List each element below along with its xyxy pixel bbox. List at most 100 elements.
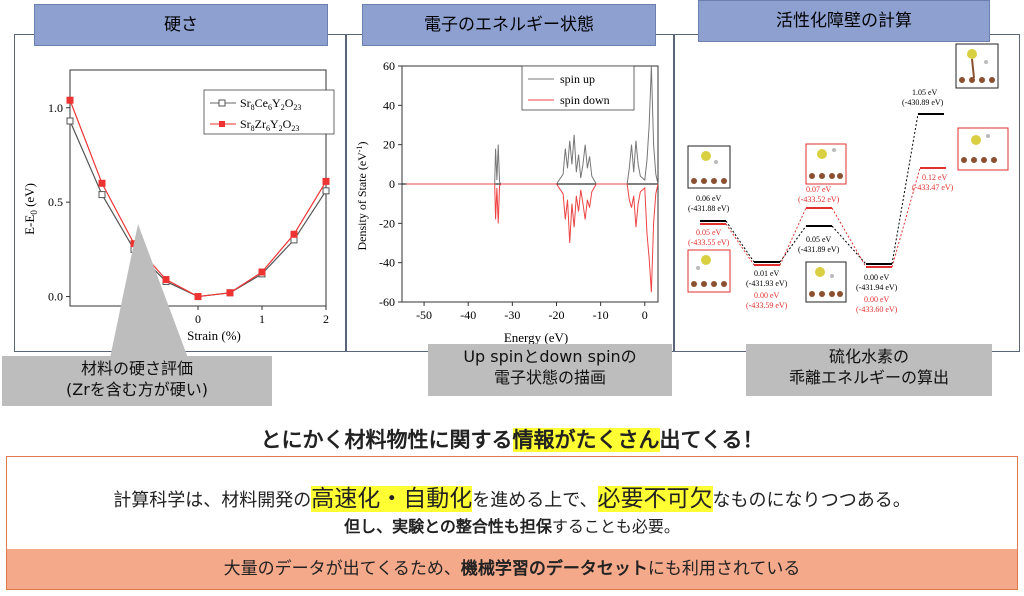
electronic-callout: Up spinとdown spinの 電子状態の描画 <box>428 344 672 396</box>
data-point <box>66 117 74 125</box>
footer-pre: 大量のデータが出てくるため、 <box>223 559 461 579</box>
barrier-callout-line2: 乖離エネルギーの算出 <box>788 368 949 387</box>
headline: とにかく材料物性に関する情報がたくさん出てくる！ <box>0 424 1024 454</box>
hardness-callout-line1: 材料の硬さ評価 <box>80 359 193 378</box>
label-a-black: 0.06 eV <box>696 194 722 203</box>
data-point <box>226 289 234 297</box>
x-tick-label: -40 <box>460 308 476 322</box>
label-e-black: 1.05 eV <box>912 88 938 97</box>
y-tick-label: 1.0 <box>48 101 63 115</box>
dos-legend: spin up spin down <box>521 65 635 111</box>
y-tick-label: 0.5 <box>48 195 63 209</box>
barrier-callout: 硫化水素の 乖離エネルギーの算出 <box>746 344 992 396</box>
y-tick-label: -40 <box>379 256 395 270</box>
summary-line2: 但し、実験との整合性も担保することも必要。 <box>7 513 1017 537</box>
label-d-red2: (-433.60 eV) <box>856 305 898 314</box>
headline-post: 出てくる！ <box>659 428 764 452</box>
label-c-black: 0.05 eV <box>806 235 832 244</box>
x-tick-label: -20 <box>548 308 564 322</box>
structure-thumb-5 <box>955 43 999 89</box>
barrier-callout-line1: 硫化水素の <box>828 347 909 366</box>
footer-bold: 機械学習のデータセット <box>460 559 648 579</box>
summary-p3: なものになりつつある。 <box>712 490 911 511</box>
legend-ce: Sr8Ce6Y2O23 <box>240 96 301 112</box>
data-point <box>98 191 106 199</box>
hardness-xlabel: Strain (%) <box>187 328 241 343</box>
x-tick-label: -30 <box>504 308 520 322</box>
summary-box: 計算科学は、材料開発の高速化・自動化を進める上で、必要不可欠なものになりつつある… <box>6 456 1018 590</box>
structure-thumb-4 <box>805 261 847 303</box>
summary-footer: 大量のデータが出てくるため、機械学習のデータセットにも利用されている <box>7 549 1017 589</box>
label-d-black: 0.00 eV <box>864 273 890 282</box>
x-tick-label: 0 <box>642 308 648 322</box>
structure-thumb-2 <box>687 249 731 293</box>
hardness-ylabel: E-E0 (eV) <box>22 183 39 235</box>
energy-labels: 0.06 eV (-431.88 eV) 0.05 eV (-433.55 eV… <box>688 88 954 314</box>
y-tick-label: -60 <box>379 295 395 309</box>
dos-series-line <box>406 183 659 293</box>
data-point <box>322 187 330 195</box>
series-line <box>69 120 327 298</box>
electronic-title: 電子のエネルギー状態 <box>362 4 656 46</box>
data-point <box>98 179 106 187</box>
hardness-chart: -1 0 1 2 0.0 0.5 1.0 Strain (%) E-E0 (eV) Sr8C… <box>22 69 335 343</box>
data-point <box>130 240 138 248</box>
hardness-callout: 材料の硬さ評価 (Zrを含む方が硬い) <box>2 356 272 406</box>
x-tick-label: -1 <box>129 312 139 326</box>
label-a-black2: (-431.88 eV) <box>688 204 730 213</box>
x-tick-label: -10 <box>593 308 609 322</box>
headline-pre: とにかく材料物性に関する <box>260 428 513 452</box>
footer-post: にも利用されている <box>647 559 801 579</box>
data-point <box>290 230 298 238</box>
y-tick-label: 60 <box>383 59 395 73</box>
label-a-red2: (-433.55 eV) <box>688 238 730 247</box>
hardness-legend: Sr8Ce6Y2O23 Sr8Zr6Y2O23 <box>203 89 335 135</box>
data-point <box>258 268 266 276</box>
legend-spin-up: spin up <box>560 72 595 86</box>
label-e-black2: (-430.89 eV) <box>902 98 944 107</box>
y-tick-label: -20 <box>379 216 395 230</box>
label-e-red2: (-433.47 eV) <box>912 183 954 192</box>
data-point <box>162 276 170 284</box>
x-tick-label: 2 <box>323 312 329 326</box>
label-e-red: 0.12 eV <box>922 173 948 182</box>
data-point <box>290 236 298 244</box>
data-point <box>194 293 202 301</box>
legend-spin-down: spin down <box>560 93 610 107</box>
dos-xlabel: Energy (eV) <box>504 330 568 345</box>
summary-line2-bold: 但し、実験との整合性も担保 <box>344 517 552 536</box>
headline-highlight: 情報がたくさん <box>512 428 660 452</box>
structure-thumb-6 <box>957 127 1009 171</box>
label-c-black2: (-431.89 eV) <box>798 245 840 254</box>
x-tick-label: 0 <box>195 312 201 326</box>
label-b-red2: (-433.59 eV) <box>746 301 788 310</box>
structure-thumb-1 <box>687 145 731 189</box>
data-point <box>130 245 138 253</box>
label-b-black: 0.01 eV <box>754 269 780 278</box>
label-c-red2: (-433.52 eV) <box>798 195 840 204</box>
label-b-black2: (-431.93 eV) <box>746 279 788 288</box>
dos-ylabel: Density of State (eV-1) <box>355 142 369 251</box>
electronic-callout-line2: 電子状態の描画 <box>493 368 606 387</box>
summary-highlight-1: 高速化・自動化 <box>311 486 473 512</box>
data-point <box>322 177 330 185</box>
data-point <box>66 96 74 104</box>
energy-levels <box>700 113 946 268</box>
dos-chart: -50 -40 -30 -20 -10 0 60 40 20 0 -20 -40 -60 Energy … <box>355 59 659 345</box>
summary-p1: 計算科学は、材料開発の <box>113 490 312 511</box>
y-tick-label: 0.0 <box>48 290 63 304</box>
barrier-title: 活性化障壁の計算 <box>698 0 990 42</box>
barrier-diagram: 0.06 eV (-431.88 eV) 0.05 eV (-433.55 eV… <box>687 43 1009 314</box>
x-tick-label: -50 <box>416 308 432 322</box>
summary-highlight-2: 必要不可欠 <box>597 486 713 512</box>
label-d-red: 0.00 eV <box>864 295 890 304</box>
electronic-callout-line1: Up spinとdown spinの <box>463 347 637 366</box>
structure-thumb-3 <box>805 143 847 185</box>
summary-p2: を進める上で、 <box>472 490 598 511</box>
label-a-red: 0.05 eV <box>696 228 722 237</box>
y-tick-label: 0 <box>389 177 395 191</box>
label-c-red: 0.07 eV <box>806 185 832 194</box>
summary-line2-rest: することも必要。 <box>551 517 680 536</box>
hardness-title: 硬さ <box>34 4 328 46</box>
hardness-callout-line2: (Zrを含む方が硬い) <box>65 380 209 399</box>
